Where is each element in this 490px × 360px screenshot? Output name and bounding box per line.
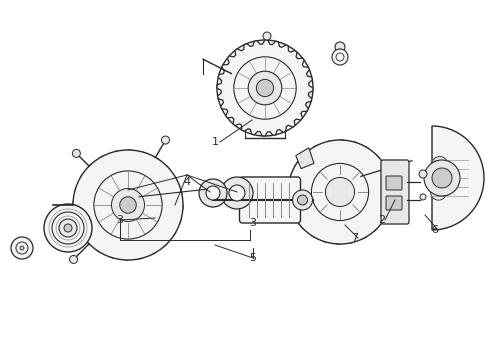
Circle shape	[332, 49, 348, 65]
Circle shape	[256, 79, 273, 96]
Circle shape	[70, 256, 77, 264]
Polygon shape	[296, 148, 314, 168]
Circle shape	[221, 177, 253, 209]
Circle shape	[297, 195, 308, 205]
Circle shape	[217, 40, 313, 136]
Text: 2: 2	[378, 215, 386, 225]
Circle shape	[64, 224, 72, 232]
Circle shape	[432, 168, 452, 188]
Circle shape	[248, 71, 282, 105]
Circle shape	[335, 42, 345, 52]
Circle shape	[419, 170, 427, 178]
FancyBboxPatch shape	[240, 177, 300, 223]
Polygon shape	[288, 140, 392, 244]
Circle shape	[431, 184, 446, 200]
Circle shape	[325, 177, 355, 207]
Circle shape	[440, 167, 455, 183]
Text: 5: 5	[249, 253, 256, 263]
Circle shape	[229, 185, 245, 201]
Circle shape	[436, 180, 452, 196]
Text: 6: 6	[432, 225, 439, 235]
Text: 7: 7	[351, 233, 359, 243]
Circle shape	[424, 160, 460, 196]
Circle shape	[20, 246, 24, 250]
Circle shape	[420, 194, 426, 200]
Polygon shape	[73, 150, 183, 260]
Circle shape	[432, 157, 448, 172]
Circle shape	[293, 190, 313, 210]
Polygon shape	[217, 40, 313, 136]
Circle shape	[199, 179, 227, 207]
FancyBboxPatch shape	[386, 176, 402, 190]
Circle shape	[73, 150, 183, 260]
FancyBboxPatch shape	[381, 160, 409, 224]
Circle shape	[59, 219, 77, 237]
Circle shape	[120, 197, 136, 213]
Text: 3: 3	[249, 218, 256, 228]
Circle shape	[44, 204, 92, 252]
Circle shape	[439, 174, 455, 190]
Circle shape	[73, 149, 80, 157]
Circle shape	[288, 140, 392, 244]
Text: 3: 3	[117, 215, 123, 225]
FancyBboxPatch shape	[386, 196, 402, 210]
Circle shape	[437, 161, 453, 177]
Circle shape	[162, 136, 170, 144]
Text: 4: 4	[183, 177, 191, 187]
Circle shape	[206, 186, 220, 200]
Circle shape	[112, 189, 145, 221]
Text: 1: 1	[212, 137, 219, 147]
Polygon shape	[432, 126, 484, 230]
Circle shape	[11, 237, 33, 259]
Circle shape	[263, 32, 271, 40]
